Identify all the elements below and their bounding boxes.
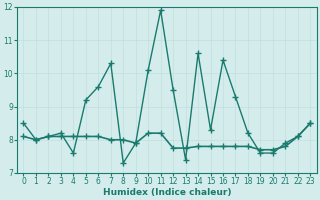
X-axis label: Humidex (Indice chaleur): Humidex (Indice chaleur) [103, 188, 231, 197]
